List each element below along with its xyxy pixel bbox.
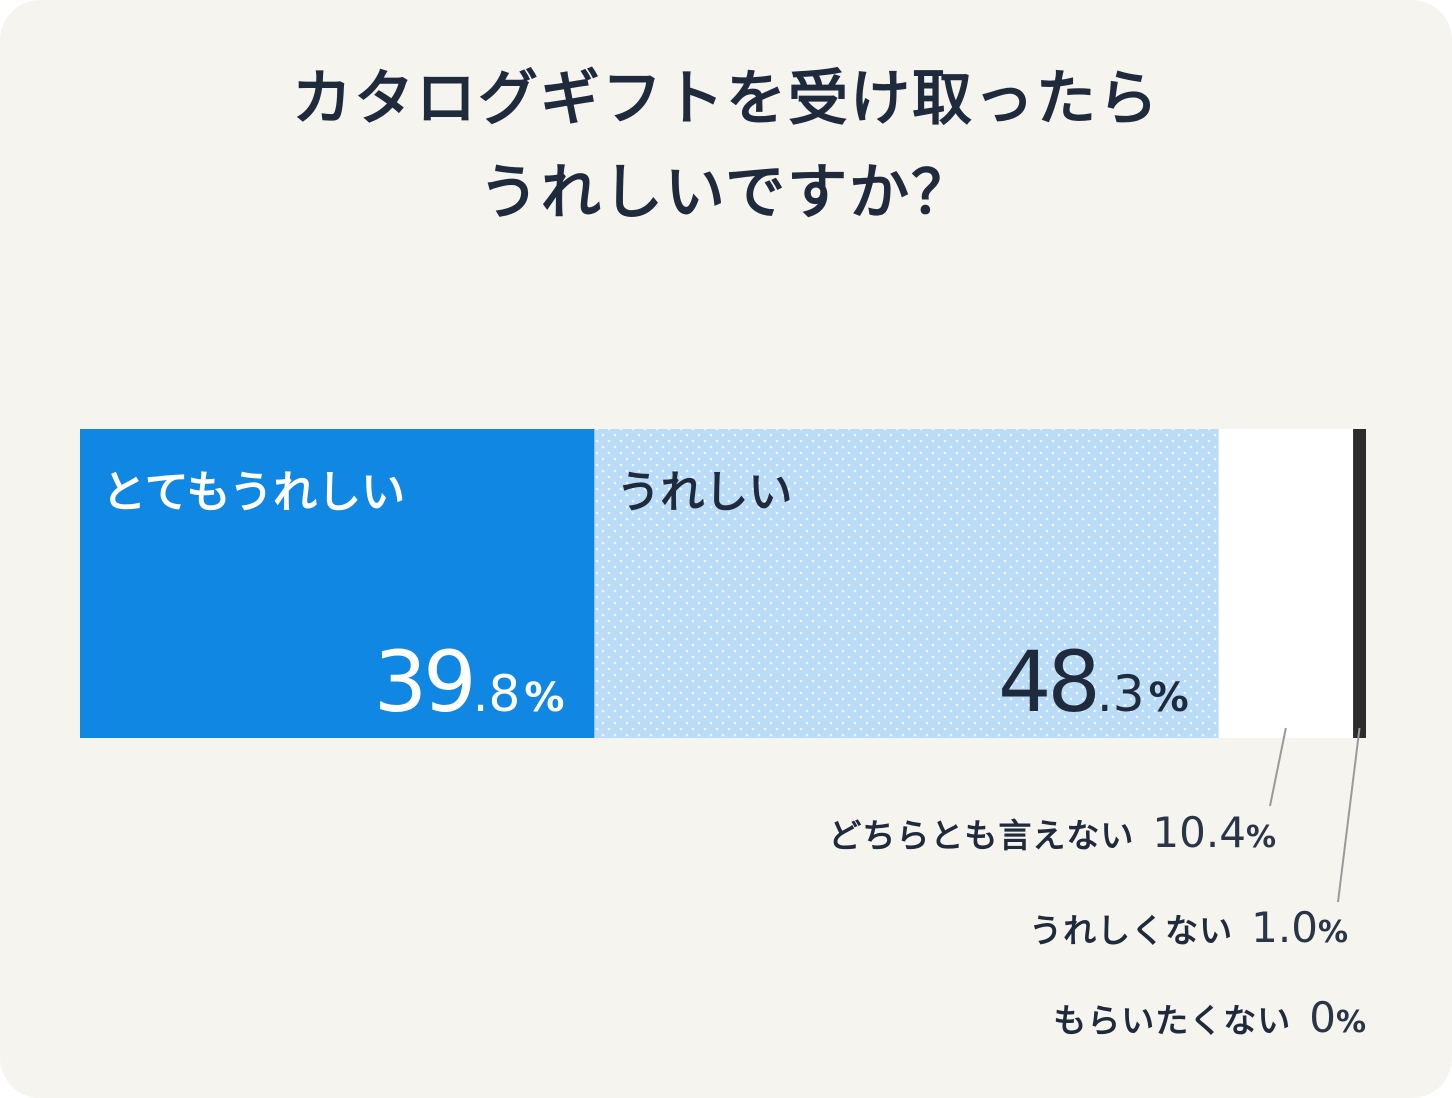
bar-segment-very-happy [80,429,595,738]
outside-label-neutral: どちらとも言えない 10.4% [828,808,1276,857]
label-no-want-value: 0 [1309,993,1336,1042]
bar-segment-unhappy [1353,429,1366,738]
label-no-want-name: もらいたくない [1053,1001,1292,1040]
bar-segment-neutral [1218,429,1354,738]
label-unhappy-value: 1.0 [1251,903,1318,952]
inside-labels-layer: とてもうれしい 39.8 % うれしい 48.3% [102,467,1189,731]
segment-label-happy: うれしい [616,467,792,518]
label-unhappy-name: うれしくない [1029,911,1234,950]
bars-layer [80,429,1366,738]
label-neutral-percent: % [1245,820,1276,855]
chart-title-line-2: うれしいですか？ [478,158,974,228]
label-neutral-name: どちらとも言えない [828,816,1135,855]
label-unhappy-percent: % [1317,915,1348,950]
chart-title-line-1: カタログギフトを受け取ったら [292,64,1160,134]
leader-line-neutral [1269,727,1287,807]
segment-label-very-happy: とてもうれしい [102,467,405,518]
outside-label-unhappy: うれしくない 1.0% [1029,903,1348,952]
leader-line-unhappy [1337,727,1361,903]
label-neutral-value: 10.4 [1152,808,1246,857]
chart-title: カタログギフトを受け取ったら うれしいですか？ [0,52,1452,240]
bar-segment-happy [594,429,1219,738]
label-no-want-percent: % [1335,1005,1366,1040]
segment-value-happy: 48.3% [998,633,1189,731]
segment-value-very-happy: 39.8% [374,633,565,731]
outside-label-no-want: もらいたくない 0% [1053,993,1366,1042]
leader-lines-layer [1269,727,1361,903]
